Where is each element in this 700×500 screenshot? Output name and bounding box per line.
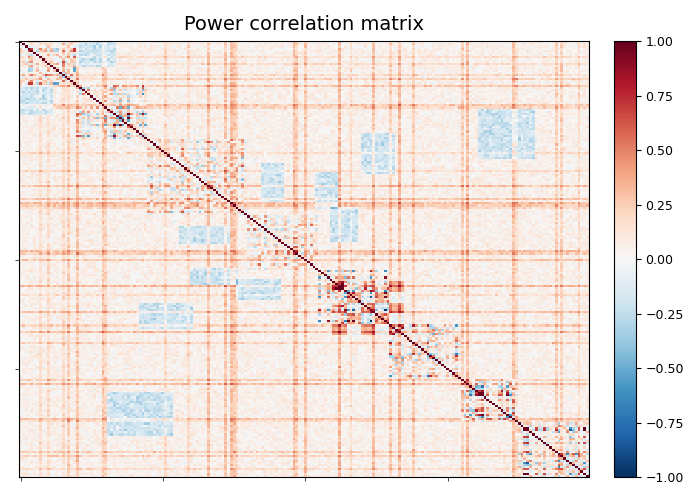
Title: Power correlation matrix: Power correlation matrix xyxy=(184,15,424,34)
